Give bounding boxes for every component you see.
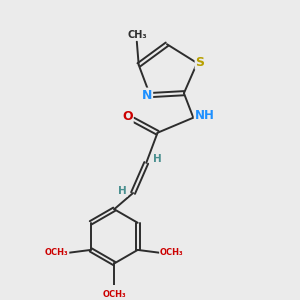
Text: OCH₃: OCH₃ [160, 248, 183, 257]
Text: N: N [142, 88, 152, 102]
Text: NH: NH [195, 109, 214, 122]
Text: CH₃: CH₃ [127, 30, 147, 40]
Text: OCH₃: OCH₃ [102, 290, 126, 299]
Text: S: S [196, 56, 205, 69]
Text: O: O [122, 110, 133, 123]
Text: H: H [153, 154, 162, 164]
Text: OCH₃: OCH₃ [45, 248, 69, 257]
Text: H: H [118, 186, 127, 196]
